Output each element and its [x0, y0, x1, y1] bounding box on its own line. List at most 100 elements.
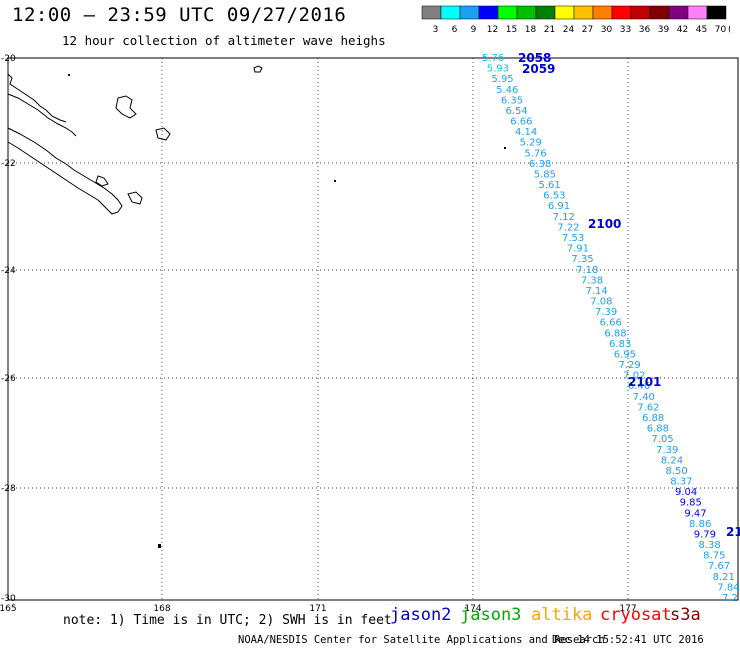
- swh-value: 9.79: [694, 529, 716, 540]
- swh-value: 8.50: [666, 466, 688, 477]
- satellite-jason3: jason3: [460, 605, 522, 625]
- lon-tick-label: 171: [309, 604, 326, 614]
- swh-value: 7.84: [717, 582, 739, 593]
- swh-value: 7.35: [571, 254, 593, 265]
- swh-value: 7.08: [590, 297, 612, 308]
- swh-value: 5.29: [520, 138, 542, 149]
- color-scale-label: 39: [658, 25, 670, 35]
- coastline-speck-2: [504, 147, 506, 149]
- swh-value: 6.53: [543, 191, 565, 202]
- swh-value: 7.67: [708, 561, 730, 572]
- lat-tick-label: -20: [1, 54, 16, 64]
- coastline-loyalty-1: [115, 95, 137, 119]
- satellite-s3a: s3a: [670, 605, 701, 625]
- color-swatch: [706, 5, 727, 20]
- swh-value: 8.38: [698, 540, 720, 551]
- color-scale-label: 21: [544, 25, 555, 35]
- track-time-label: 2100: [588, 217, 621, 231]
- swh-value: 8.24: [661, 455, 683, 466]
- swh-value: 9.85: [680, 498, 702, 509]
- lon-tick-label: 165: [0, 604, 17, 614]
- swh-value: 7.29: [618, 360, 640, 371]
- color-scale-label: 27: [582, 25, 593, 35]
- coastline-reef: [7, 73, 67, 123]
- swh-value: 9.47: [684, 508, 706, 519]
- swh-value: 7.22: [557, 222, 579, 233]
- swh-value: 7.12: [553, 212, 575, 223]
- swh-value: 6.91: [548, 201, 570, 212]
- axis-labels: 165 168 171 174 177 -20 -22 -24 -26 -28 -30: [0, 54, 637, 614]
- swh-value: 7.2: [722, 593, 738, 604]
- swh-value: 8.86: [689, 519, 711, 530]
- coastline-speck-4: [68, 74, 70, 76]
- color-scale-label: 42: [677, 25, 688, 35]
- color-scale-unit: (ft): [728, 25, 730, 35]
- color-scale-label: 9: [471, 25, 477, 35]
- swh-value: 6.46: [628, 381, 650, 392]
- coastline-south-tip: [95, 175, 109, 187]
- color-scale-label: 45: [696, 25, 707, 35]
- swh-value: 7.91: [567, 244, 589, 255]
- swh-value: 6.95: [614, 349, 636, 360]
- coastline-walpole: [253, 65, 263, 73]
- swh-value: 7.62: [637, 402, 659, 413]
- swh-value: 8.21: [713, 572, 735, 583]
- swh-value: 5.61: [538, 180, 560, 191]
- swh-value: 5.95: [491, 74, 513, 85]
- swh-value: 7.05: [651, 434, 673, 445]
- coastline-isle-of-pines: [127, 191, 143, 205]
- coastline-new-caledonia: [7, 127, 123, 215]
- swh-value: 5.46: [496, 85, 518, 96]
- track-time-label: 2101: [628, 375, 661, 389]
- swh-value: 5.76: [524, 148, 546, 159]
- swh-value: 6.83: [609, 339, 631, 350]
- lat-tick-label: -30: [1, 594, 16, 604]
- map-frame: [7, 57, 739, 601]
- color-scale-label: 24: [563, 25, 575, 35]
- swh-value: 6.66: [510, 117, 532, 128]
- color-scale-label: 18: [525, 25, 537, 35]
- satellite-altika: altika: [531, 605, 593, 625]
- color-scale-label: 12: [487, 25, 498, 35]
- color-scale-label: 36: [639, 25, 651, 35]
- swh-value: 6.88: [642, 413, 664, 424]
- swh-value: 9.04: [675, 487, 697, 498]
- color-scale-label: 3: [433, 25, 439, 35]
- color-scale-label: 70: [715, 25, 727, 35]
- swh-value: 7.38: [581, 275, 603, 286]
- swh-value: 7.40: [633, 392, 655, 403]
- swh-value: 4.14: [515, 127, 537, 138]
- satellite-cryosat: cryosat: [600, 605, 672, 625]
- lon-tick-label: 168: [153, 604, 170, 614]
- swh-value: 6.88: [647, 424, 669, 435]
- footer-org: NOAA/NESDIS Center for Satellite Applica…: [238, 634, 605, 646]
- swh-value: 6.88: [604, 328, 626, 339]
- swh-value: 7.02: [623, 371, 645, 382]
- coastline: [7, 65, 506, 548]
- swh-value: 7.18: [576, 265, 598, 276]
- track-time-label: 2059: [522, 62, 555, 76]
- lat-tick-label: -22: [1, 159, 16, 169]
- swh-value: 5.76: [482, 53, 504, 64]
- lon-tick-label: 177: [619, 604, 636, 614]
- swh-value: 7.53: [562, 233, 584, 244]
- footer-timestamp: Dec 14 15:52:41 UTC 2016: [552, 634, 704, 646]
- footnote: note: 1) Time is in UTC; 2) SWH is in fe…: [63, 613, 392, 628]
- coastline-new-caledonia-inner: [7, 93, 77, 137]
- coastline-speck-3: [158, 544, 161, 548]
- map-grid: [7, 57, 739, 601]
- track-time-label: 21: [726, 525, 740, 539]
- map-title: 12:00 — 23:59 UTC 09/27/2016: [12, 4, 347, 26]
- altimeter-track: 5.765.935.955.466.356.546.664.145.295.76…: [482, 53, 740, 604]
- color-scale-label: 33: [620, 25, 631, 35]
- swh-value: 7.14: [586, 286, 608, 297]
- swh-value: 6.38: [529, 159, 551, 170]
- color-scale-label: 15: [506, 25, 517, 35]
- swh-value: 7.39: [656, 445, 678, 456]
- lat-tick-label: -28: [1, 484, 16, 494]
- map-subtitle: 12 hour collection of altimeter wave hei…: [62, 33, 386, 48]
- coastline-loyalty-2: [155, 127, 171, 141]
- color-scale-label: 30: [601, 25, 613, 35]
